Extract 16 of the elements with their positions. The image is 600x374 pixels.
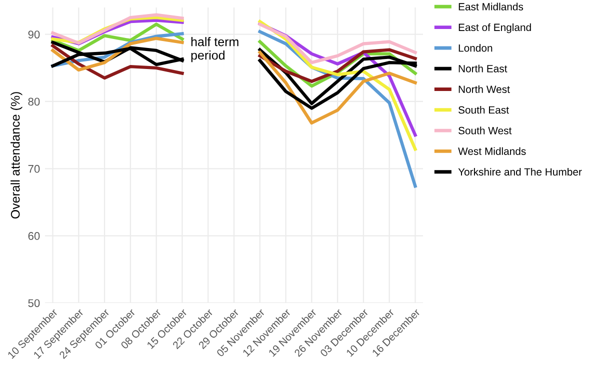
legend-label: South West xyxy=(458,126,512,134)
annotation: half term period xyxy=(191,37,238,62)
legend-label: East Midlands xyxy=(458,2,524,10)
legend-label: North West xyxy=(458,85,510,94)
y-axis-title: Overall attendance (%) xyxy=(10,92,22,219)
legend-label: Yorkshire and The Humber xyxy=(458,168,582,176)
y-tick-label: 90 xyxy=(28,30,40,38)
y-tick-label: 60 xyxy=(28,232,40,240)
y-tick-label: 70 xyxy=(28,164,40,173)
legend-label: West Midlands xyxy=(458,147,526,155)
legend-label: East of England xyxy=(458,23,531,34)
legend-label: North East xyxy=(458,64,508,72)
y-tick-label: 80 xyxy=(28,98,40,106)
y-tick-label: 50 xyxy=(28,299,40,308)
legend-label: South East xyxy=(458,106,509,114)
legend-label: London xyxy=(458,44,492,52)
